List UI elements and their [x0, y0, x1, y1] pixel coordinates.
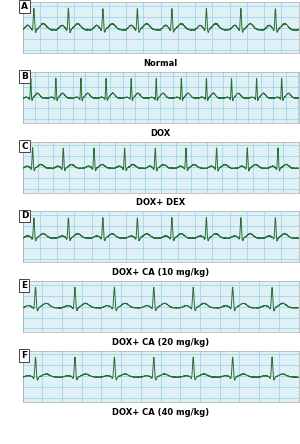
Text: C: C [21, 142, 28, 151]
Text: DOX+ CA (10 mg/kg): DOX+ CA (10 mg/kg) [112, 268, 209, 277]
Text: DOX+ CA (40 mg/kg): DOX+ CA (40 mg/kg) [112, 408, 209, 416]
Text: A: A [21, 2, 28, 11]
Text: DOX+ CA (20 mg/kg): DOX+ CA (20 mg/kg) [112, 338, 209, 347]
Text: D: D [21, 211, 28, 220]
Text: B: B [21, 72, 28, 81]
Text: DOX+ DEX: DOX+ DEX [136, 198, 185, 207]
Text: Normal: Normal [143, 59, 178, 68]
Text: DOX: DOX [150, 129, 171, 138]
Text: F: F [21, 351, 27, 360]
Text: E: E [21, 281, 27, 290]
